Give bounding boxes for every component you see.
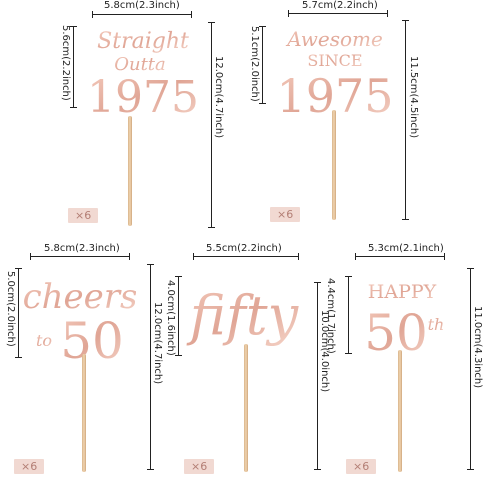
total-height-line-3 (147, 264, 154, 470)
topper-text-line: Awesome (285, 27, 383, 51)
topper-stick (128, 116, 132, 226)
topper-stick (332, 110, 336, 220)
width-label-3: 5.8cm(2.3inch) (44, 243, 120, 254)
total-height-line-4 (314, 282, 321, 470)
topper-height-line-3 (15, 268, 22, 358)
topper-height-label-4: 4.0cm(1.6inch) (165, 280, 176, 356)
width-dimension-line-3 (30, 253, 130, 260)
width-label-4: 5.5cm(2.2inch) (206, 243, 282, 254)
width-label-1: 5.8cm(2.3inch) (104, 0, 180, 11)
topper-height-label-1: 5.6cm(2.2inch) (60, 25, 71, 101)
topper-stick (82, 354, 86, 472)
total-height-label-5: 11.0cm(4.3inch) (472, 306, 483, 389)
topper-text-line: 50 (364, 304, 428, 356)
topper-height-label-3: 5.0cm(2.0inch) (5, 271, 16, 347)
width-label-5: 5.3cm(2.1inch) (368, 243, 444, 254)
total-height-label-3: 12.0cm(4.7inch) (152, 302, 163, 385)
cake-topper-happy-50th: HAPPY 50 th (364, 281, 445, 356)
width-dimension-line-5 (355, 253, 445, 260)
width-label-2: 5.7cm(2.2inch) (302, 0, 378, 11)
width-dimension-line-1 (92, 11, 192, 18)
quantity-badge: ×6 (14, 459, 45, 474)
topper-text-line: to (36, 331, 52, 350)
topper-height-label-5: 4.4cm(1.7inch) (325, 278, 336, 354)
topper-text-line: th (428, 315, 445, 334)
width-dimension-line-4 (193, 253, 299, 260)
cake-topper-fifty: fifty (186, 284, 300, 347)
topper-text-line: Straight (97, 29, 189, 54)
topper-text-line: 50 (60, 312, 124, 366)
total-height-line-2 (402, 20, 409, 220)
topper-text-line: 1975 (88, 72, 198, 120)
topper-stick (398, 350, 402, 472)
topper-text-line: HAPPY (368, 281, 437, 303)
topper-text-line: 1975 (280, 69, 390, 118)
total-height-label-1: 12.0cm(4.7inch) (213, 56, 224, 139)
topper-height-line-5 (345, 276, 352, 354)
topper-text-line: SINCE (307, 51, 362, 70)
total-height-line-5 (467, 268, 474, 470)
topper-text-line: fifty (186, 284, 300, 347)
width-dimension-line-2 (288, 10, 388, 17)
cake-topper-straight-outta-1975: Straight Outta 1975 (88, 29, 198, 120)
cake-topper-cheers-to-50: cheers to 50 (24, 277, 136, 366)
total-height-line-1 (208, 22, 215, 228)
topper-height-line-1 (70, 26, 77, 108)
quantity-badge: ×6 (270, 207, 301, 222)
topper-height-line-2 (259, 26, 266, 104)
cake-topper-awesome-since-1975: Awesome SINCE 1975 (280, 27, 390, 118)
quantity-badge: ×6 (184, 459, 215, 474)
total-height-label-2: 11.5cm(4.5inch) (408, 56, 419, 139)
quantity-badge: ×6 (68, 208, 99, 223)
quantity-badge: ×6 (346, 459, 377, 474)
topper-text-line: Outta (114, 54, 166, 75)
topper-height-line-4 (175, 276, 182, 356)
topper-stick (244, 344, 248, 472)
topper-height-label-2: 5.1cm(2.0inch) (249, 26, 260, 102)
topper-text-line: cheers (24, 277, 136, 317)
